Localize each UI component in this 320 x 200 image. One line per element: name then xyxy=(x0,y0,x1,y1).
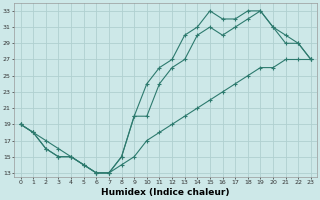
X-axis label: Humidex (Indice chaleur): Humidex (Indice chaleur) xyxy=(101,188,230,197)
